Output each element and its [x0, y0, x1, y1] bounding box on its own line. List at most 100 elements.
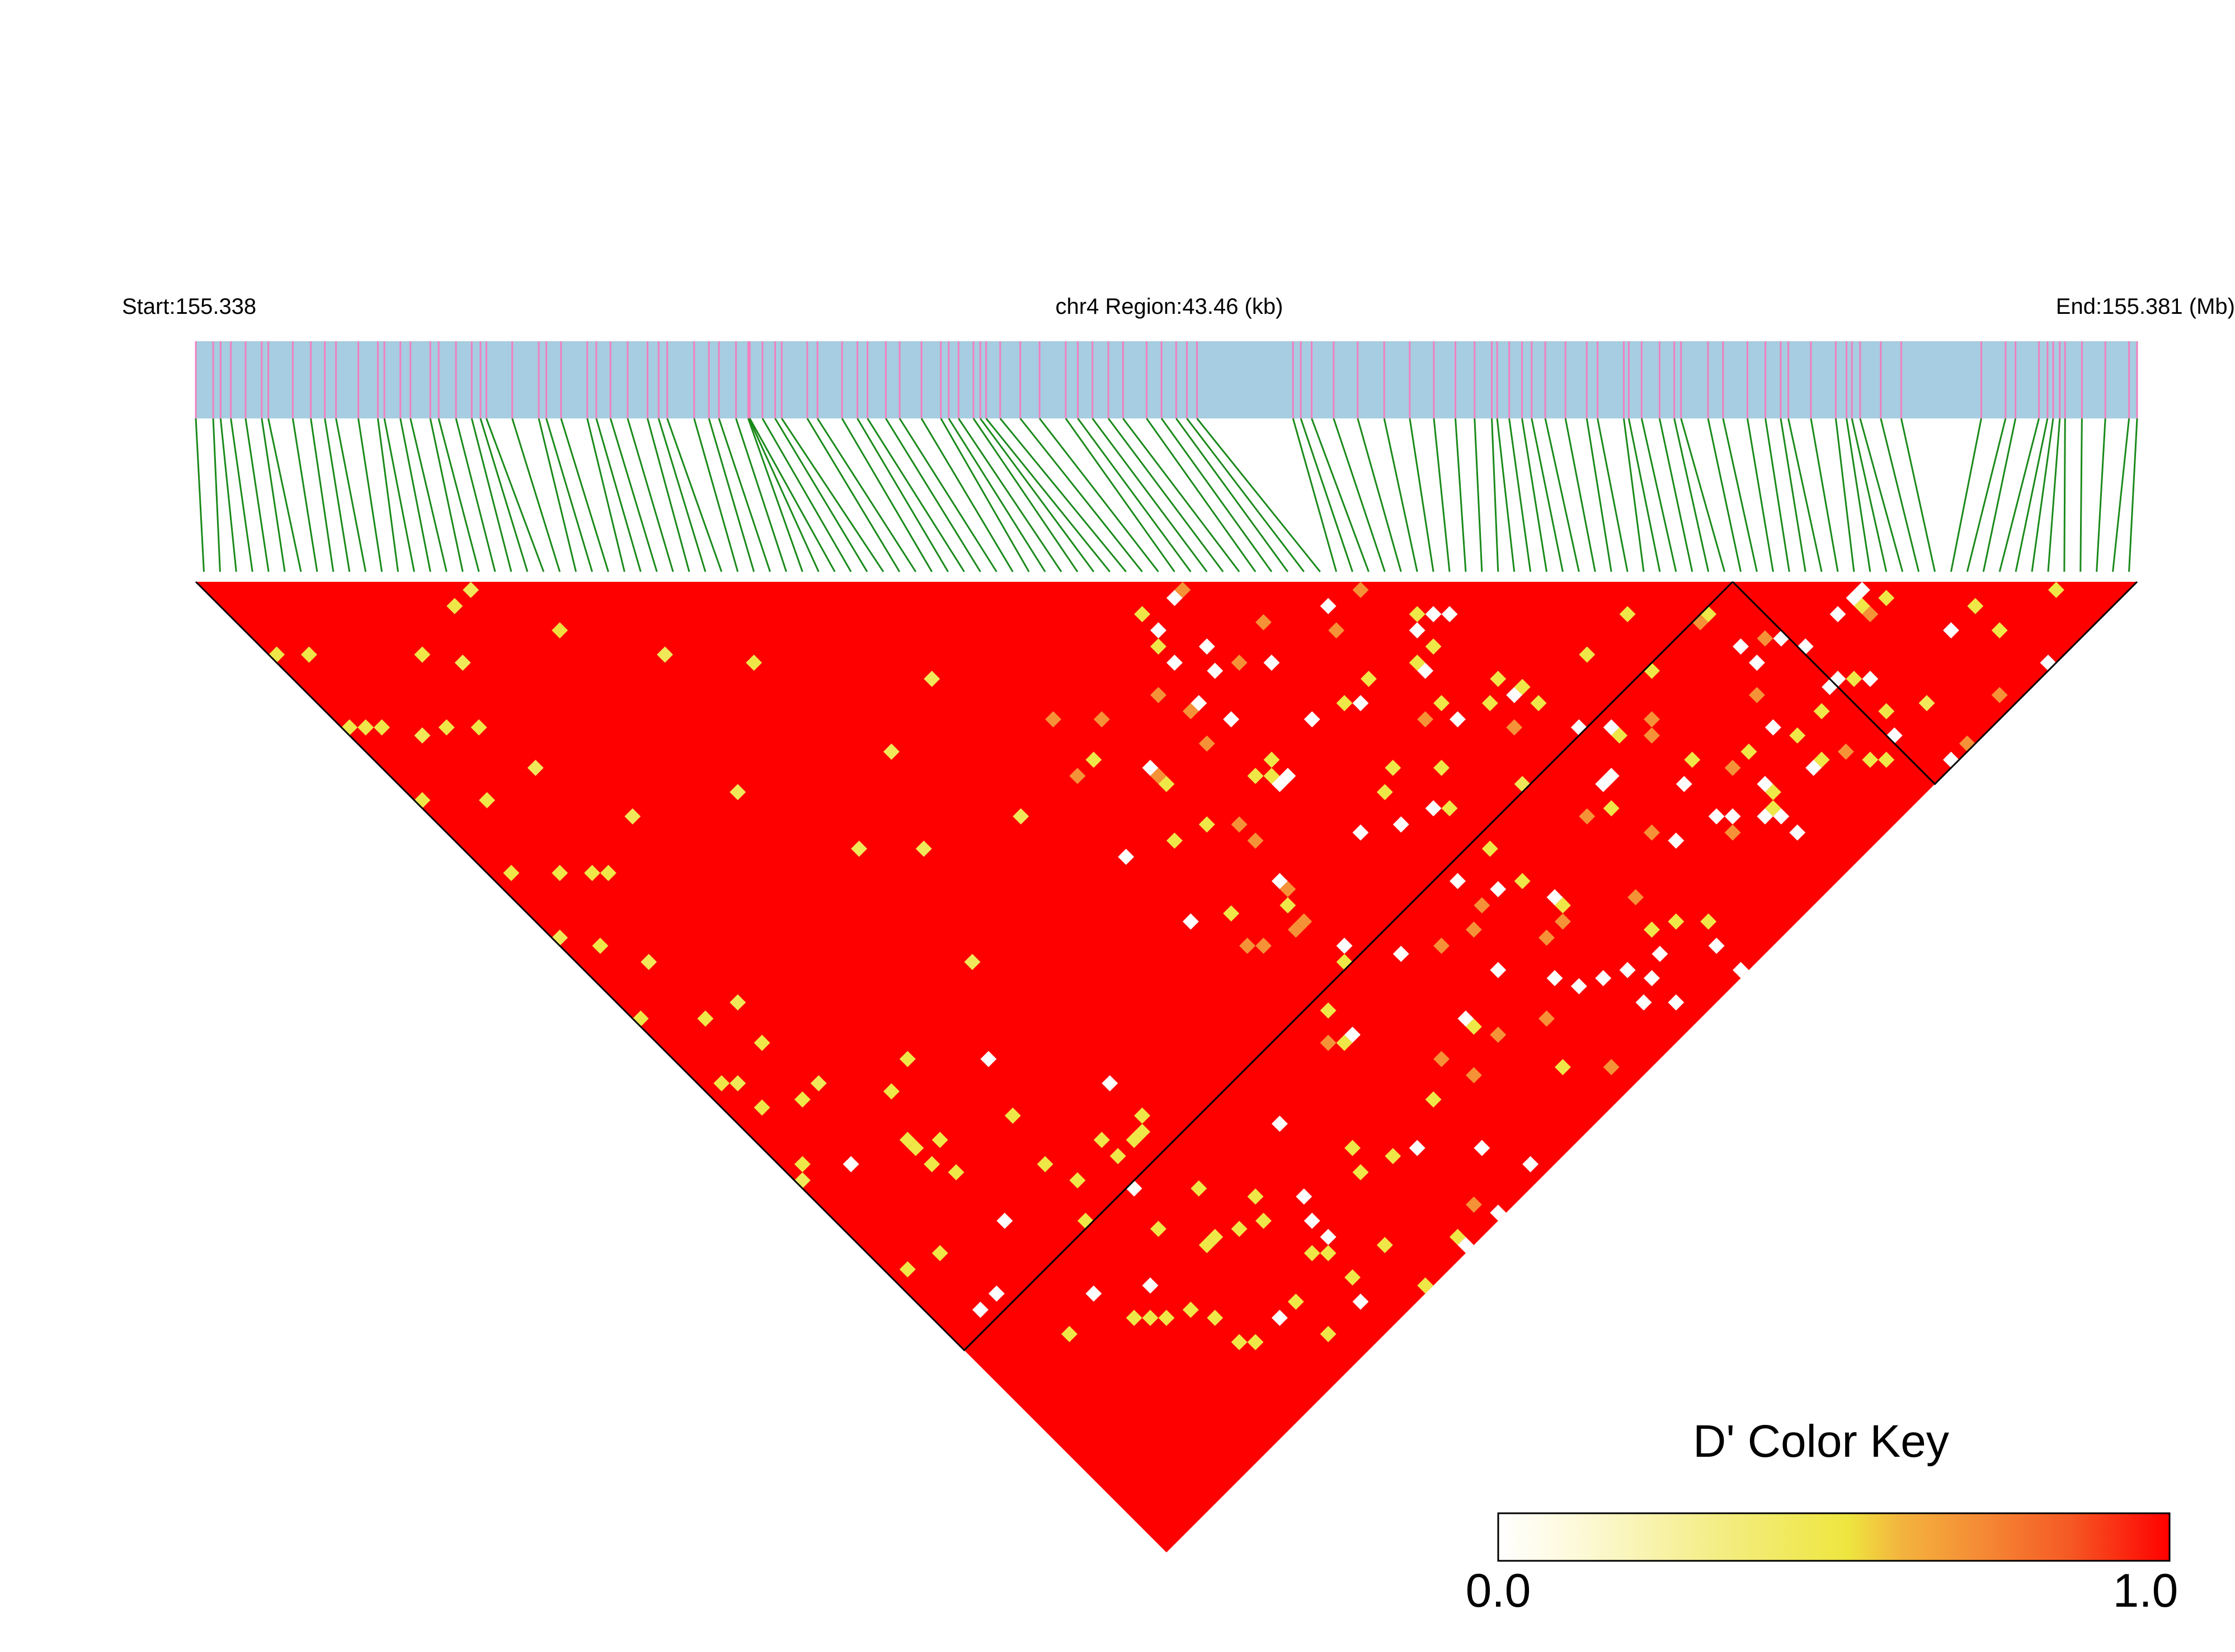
snp-header-notch	[1668, 576, 1685, 582]
ld-cell	[1223, 905, 1240, 922]
snp-header-notch	[2007, 576, 2024, 582]
snp-header-notch	[1231, 576, 1248, 582]
snp-header-notch	[1328, 576, 1345, 582]
ld-cell	[1450, 1229, 1466, 1245]
ld-cell	[730, 784, 746, 801]
snp-connector-line	[1880, 418, 1920, 572]
snp-header-notch	[1182, 576, 1199, 582]
ld-cell	[1465, 1018, 1482, 1035]
snp-header-notch	[1037, 576, 1053, 582]
snp-tick-group	[195, 341, 2138, 418]
snp-connector-line	[1292, 418, 1338, 572]
ld-cell	[1481, 840, 1498, 857]
snp-connector-line	[1122, 418, 1240, 572]
snp-header-notch	[1555, 576, 1571, 582]
ld-cell	[1126, 1310, 1142, 1326]
ld-cell	[1134, 1107, 1151, 1124]
ld-cell	[2048, 582, 2064, 598]
ld-cell	[1878, 590, 1895, 606]
snp-header-notch	[211, 576, 228, 582]
snp-connector-line	[857, 418, 949, 572]
snp-connector-line	[972, 418, 1079, 572]
ld-cell	[1336, 695, 1353, 712]
ld-block-outline	[1732, 581, 2138, 785]
ld-cell	[1433, 695, 1450, 712]
snp-header-notch	[1878, 576, 1895, 582]
snp-header-notch	[1700, 576, 1717, 582]
snp-connector-line	[666, 418, 723, 572]
ld-cell	[1231, 816, 1248, 833]
ld-cell	[1344, 1027, 1361, 1043]
snp-connector-line	[545, 418, 593, 572]
snp-connector-line	[1787, 418, 1823, 572]
snp-connector-line	[1680, 418, 1726, 572]
snp-connector-line	[627, 418, 674, 572]
ld-cell	[1619, 606, 1636, 623]
snp-connector-line	[1564, 418, 1596, 572]
ld-cell	[1465, 1196, 1482, 1213]
ld-cell	[1668, 994, 1685, 1011]
ld-cell	[1077, 1212, 1094, 1229]
ld-cell	[1352, 824, 1369, 841]
snp-header-notch	[988, 576, 1005, 582]
snp-header-notch	[1215, 576, 1231, 582]
ld-cell	[883, 743, 900, 760]
snp-connector-line	[1746, 418, 1774, 572]
ld-cell	[1700, 913, 1717, 930]
ld-cell	[1385, 760, 1401, 776]
ld-cell	[1441, 800, 1458, 817]
ld-cell	[1789, 824, 1806, 841]
ld-cell	[632, 1010, 649, 1027]
snp-header-notch	[2056, 576, 2073, 582]
snp-header-notch	[1619, 576, 1636, 582]
snp-connector-line	[774, 418, 868, 572]
snp-connector-line	[2112, 418, 2130, 572]
snp-connector-line	[1186, 418, 1305, 572]
ld-cell	[1829, 671, 1846, 687]
snp-header-notch	[1635, 576, 1652, 582]
ld-cell	[1668, 832, 1685, 849]
snp-header-notch	[648, 576, 665, 582]
ld-cell	[1069, 1172, 1086, 1189]
snp-header-notch	[454, 576, 471, 582]
ld-cell	[1490, 962, 1507, 978]
ld-cell	[713, 1075, 730, 1091]
ld-cell	[1247, 768, 1264, 784]
snp-header-notch	[924, 576, 940, 582]
ld-cell	[1853, 597, 1870, 614]
ld-cell	[1134, 1123, 1151, 1140]
snp-connector-line	[693, 418, 739, 572]
ld-triangle	[196, 576, 2137, 1552]
region-title: chr4 Region:43.46 (kb)	[1055, 294, 1283, 319]
snp-header-notch	[535, 576, 552, 582]
ld-cell	[1247, 832, 1264, 849]
snp-connector-line	[1622, 418, 1645, 572]
snp-connector-line	[2031, 418, 2054, 572]
ld-cell	[1708, 808, 1725, 825]
snp-connector-line	[1038, 418, 1159, 572]
ld-cell	[1676, 776, 1692, 792]
ld-cell	[1668, 913, 1685, 930]
snp-header-notch	[681, 576, 698, 582]
ld-cell	[794, 1156, 811, 1173]
ld-cell	[1595, 776, 1612, 792]
snp-header-notch	[1198, 576, 1215, 582]
snp-header-notch	[1150, 576, 1166, 582]
ld-cell	[1757, 630, 1773, 647]
ld-cell	[1538, 929, 1555, 946]
ld-cell	[1765, 719, 1781, 736]
snp-connector-line	[841, 418, 933, 572]
ld-cell	[1603, 1059, 1620, 1075]
ld-cell	[1481, 695, 1498, 712]
snp-header-notch	[2024, 576, 2040, 582]
snp-header-notch	[632, 576, 649, 582]
snp-connector-line	[377, 418, 399, 572]
snp-header-notch	[293, 576, 309, 582]
snp-connector-line	[1091, 418, 1208, 572]
snp-header-notch	[843, 576, 859, 582]
ld-cell	[1320, 1034, 1337, 1051]
ld-cell	[1555, 897, 1571, 914]
snp-connector-line	[1409, 418, 1434, 572]
ld-cell	[1182, 1301, 1199, 1318]
snp-header-notch	[260, 576, 277, 582]
